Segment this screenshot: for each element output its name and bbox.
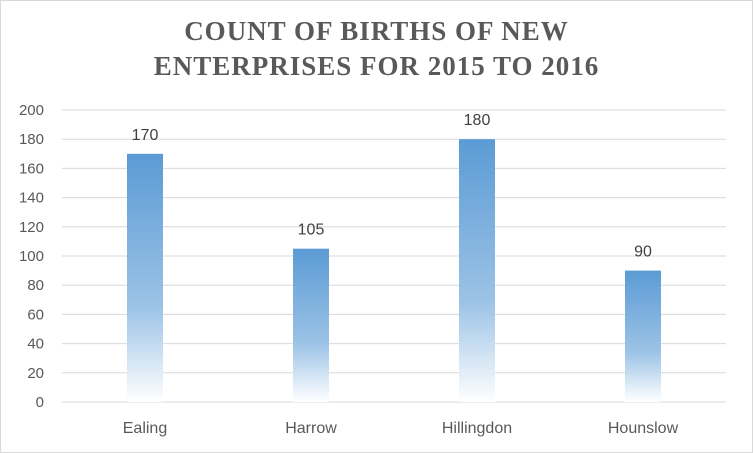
data-label-harrow: 105	[298, 222, 325, 239]
y-tick-label: 60	[27, 306, 44, 323]
data-labels: 170 105 180 90	[132, 112, 652, 260]
data-label-hounslow: 90	[634, 244, 652, 261]
data-label-hillingdon: 180	[464, 112, 491, 129]
chart-title-line-2: ENTERPRISES FOR 2015 TO 2016	[153, 51, 600, 81]
bar-hounslow	[625, 270, 661, 402]
x-axis: Ealing Harrow Hillingdon Hounslow	[123, 420, 679, 437]
x-tick-label: Hillingdon	[442, 420, 512, 437]
y-tick-label: 120	[19, 219, 44, 236]
gridlines	[62, 109, 726, 403]
y-tick-label: 140	[19, 190, 44, 207]
y-tick-label: 20	[27, 365, 44, 382]
chart-title: COUNT OF BIRTHS OF NEW ENTERPRISES FOR 2…	[0, 14, 753, 84]
y-tick-label: 40	[27, 336, 44, 353]
bars	[127, 139, 661, 402]
chart-title-line-1: COUNT OF BIRTHS OF NEW	[184, 16, 569, 46]
y-tick-label: 160	[19, 160, 44, 177]
bar-harrow	[293, 248, 329, 402]
x-tick-label: Hounslow	[608, 420, 679, 437]
y-tick-label: 100	[19, 248, 44, 265]
x-tick-label: Harrow	[285, 420, 337, 437]
y-tick-label: 0	[36, 394, 44, 411]
x-tick-label: Ealing	[123, 420, 167, 437]
bar-ealing	[127, 153, 163, 402]
y-tick-label: 200	[19, 102, 44, 119]
y-axis: 0 20 40 60 80 100 120 140 160 180 200	[19, 102, 44, 411]
data-label-ealing: 170	[132, 127, 159, 144]
y-tick-label: 80	[27, 277, 44, 294]
bar-hillingdon	[459, 139, 495, 402]
y-tick-label: 180	[19, 131, 44, 148]
